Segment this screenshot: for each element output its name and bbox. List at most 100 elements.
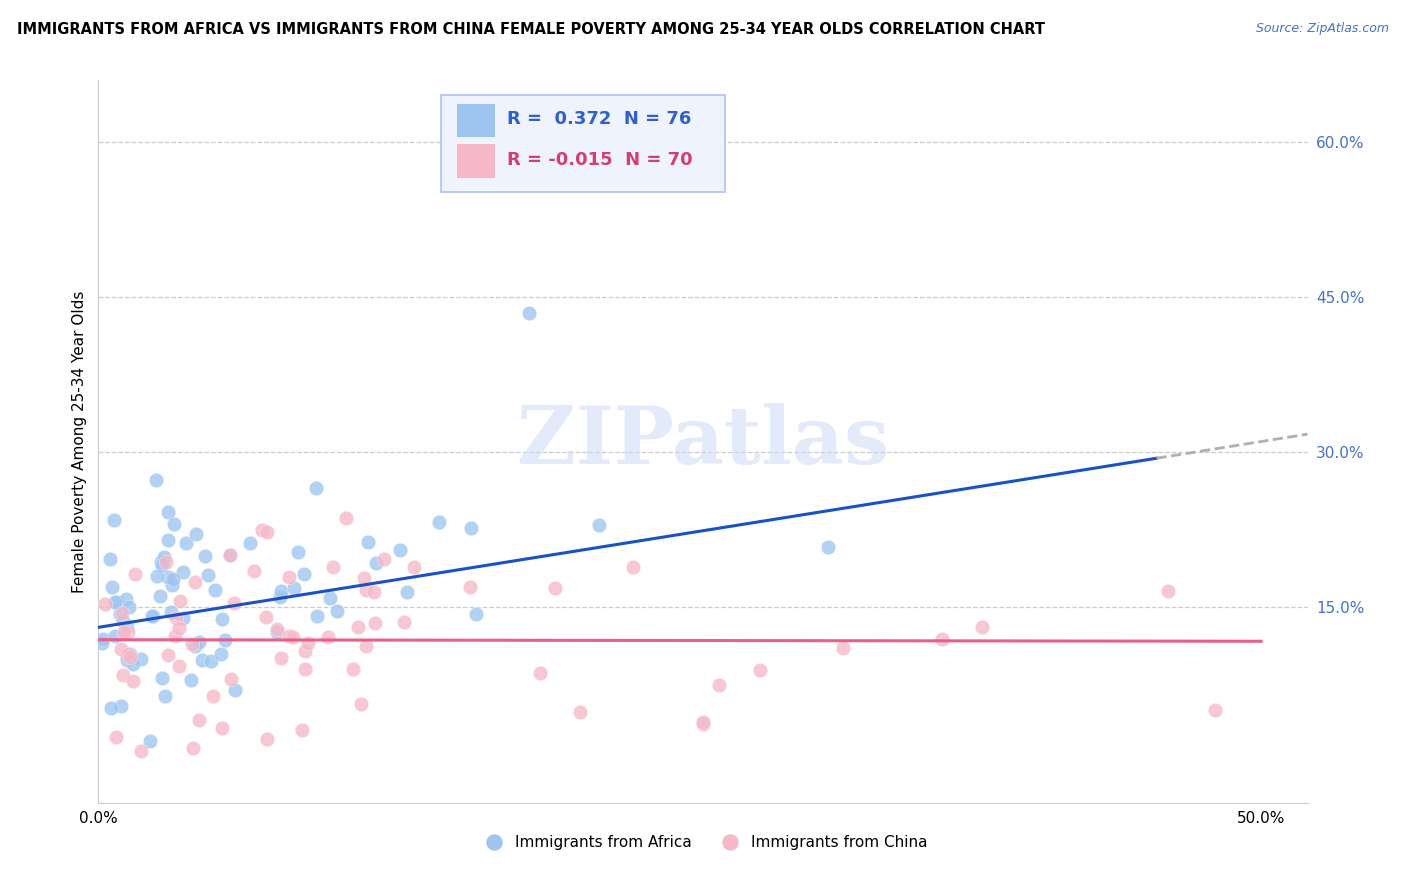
Point [831, 640, 853, 655]
Point [184, 527, 207, 541]
Point [184, 640, 207, 654]
Point [239, 536, 262, 550]
Point [155, 555, 177, 569]
Point [191, 653, 214, 667]
Point [364, 616, 387, 631]
Point [529, 665, 551, 680]
Point [122, 674, 145, 689]
Point [460, 521, 482, 535]
Point [458, 580, 481, 594]
Point [117, 620, 139, 634]
Point [156, 570, 179, 584]
Text: ZIPatlas: ZIPatlas [517, 402, 889, 481]
Point [145, 569, 167, 583]
Point [129, 651, 152, 665]
Point [142, 608, 165, 623]
Text: IMMIGRANTS FROM AFRICA VS IMMIGRANTS FROM CHINA FEMALE POVERTY AMONG 25-34 YEAR : IMMIGRANTS FROM AFRICA VS IMMIGRANTS FRO… [17, 22, 1045, 37]
Point [169, 659, 191, 673]
Point [111, 607, 134, 621]
Point [149, 589, 172, 603]
Point [817, 540, 839, 554]
Point [388, 542, 411, 557]
Point [395, 584, 418, 599]
Point [931, 632, 953, 646]
Point [254, 609, 277, 624]
Point [544, 581, 567, 595]
Point [157, 648, 180, 662]
Point [104, 595, 127, 609]
Text: R =  0.372  N = 76: R = 0.372 N = 76 [508, 110, 692, 128]
Point [165, 628, 187, 642]
Point [104, 629, 127, 643]
Text: Source: ZipAtlas.com: Source: ZipAtlas.com [1256, 22, 1389, 36]
Text: R = -0.015  N = 70: R = -0.015 N = 70 [508, 151, 693, 169]
Point [90, 636, 112, 650]
Point [266, 625, 288, 640]
Point [402, 559, 425, 574]
Point [297, 636, 319, 650]
Point [120, 647, 142, 661]
Point [115, 653, 138, 667]
Point [200, 654, 222, 668]
Point [269, 590, 291, 604]
Point [117, 648, 139, 662]
Point [211, 612, 233, 626]
Point [316, 631, 339, 645]
Point [101, 580, 124, 594]
Point [277, 629, 299, 643]
Point [169, 594, 191, 608]
Point [181, 741, 204, 756]
Point [517, 305, 540, 319]
Point [138, 734, 160, 748]
Point [373, 552, 395, 566]
Point [105, 730, 128, 744]
Point [100, 701, 122, 715]
Point [224, 682, 246, 697]
Point [163, 517, 186, 532]
Point [112, 667, 135, 681]
Point [346, 620, 368, 634]
Point [118, 600, 141, 615]
Point [110, 699, 132, 714]
Point [166, 611, 188, 625]
Point [256, 731, 278, 746]
Point [427, 515, 450, 529]
Point [588, 518, 610, 533]
Point [150, 671, 173, 685]
Point [149, 555, 172, 569]
Point [188, 635, 211, 649]
Point [252, 523, 274, 537]
Point [322, 559, 344, 574]
Point [363, 584, 385, 599]
Point [1204, 703, 1226, 717]
Point [692, 715, 714, 730]
Point [1157, 584, 1180, 599]
Point [621, 560, 644, 574]
Point [105, 594, 128, 608]
FancyBboxPatch shape [457, 143, 495, 178]
Point [167, 621, 190, 635]
Point [153, 549, 176, 564]
Point [283, 581, 305, 595]
Point [970, 620, 993, 634]
Point [93, 632, 115, 646]
Point [319, 591, 342, 605]
Point [218, 548, 240, 562]
Point [180, 673, 202, 687]
Point [266, 622, 288, 636]
Point [214, 632, 236, 647]
Point [112, 625, 135, 640]
Point [156, 505, 179, 519]
Point [357, 534, 380, 549]
FancyBboxPatch shape [457, 103, 495, 137]
Legend: Immigrants from Africa, Immigrants from China: Immigrants from Africa, Immigrants from … [472, 830, 934, 856]
Point [115, 591, 138, 606]
Point [224, 596, 246, 610]
Point [287, 545, 309, 559]
Point [294, 661, 316, 675]
Point [194, 549, 217, 564]
Point [270, 651, 292, 665]
Point [162, 578, 184, 592]
Point [748, 663, 770, 677]
Point [219, 672, 242, 686]
